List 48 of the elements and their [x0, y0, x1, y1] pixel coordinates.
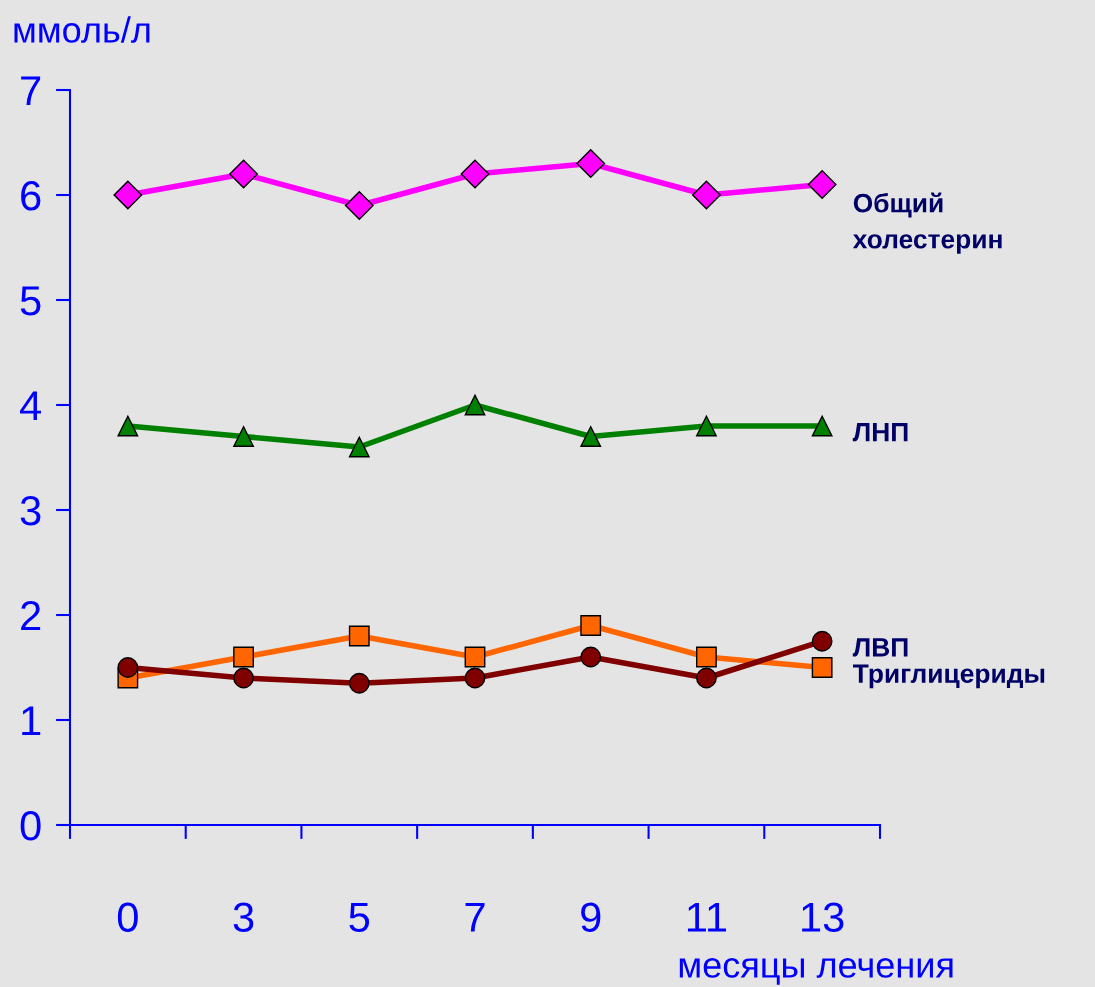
y-axis-title: ммоль/л — [14, 16, 150, 43]
y-tick-label: 2 — [21, 601, 41, 631]
point — [464, 646, 486, 668]
point — [807, 170, 837, 199]
x-tick-label: 3 — [233, 902, 254, 932]
series-label: Триглицериды — [853, 664, 1045, 689]
point — [691, 180, 721, 210]
point — [696, 415, 717, 437]
point — [460, 159, 490, 189]
point — [113, 180, 143, 210]
x-tick-label: 13 — [802, 902, 844, 932]
series-label: Общий холестерин — [852, 192, 1002, 254]
point — [696, 646, 717, 668]
point — [344, 191, 374, 220]
point — [348, 672, 370, 694]
point — [576, 149, 606, 178]
point — [696, 667, 717, 689]
y-tick-label: 0 — [20, 811, 41, 841]
series-label: ЛНП — [852, 423, 908, 442]
point — [464, 394, 486, 416]
x-axis-title: месяцы лечения — [679, 958, 953, 985]
point — [811, 657, 833, 678]
y-tick-label: 7 — [21, 76, 41, 106]
x-tick-label: 7 — [465, 902, 485, 932]
point — [233, 667, 254, 689]
x-tick-label: 9 — [581, 902, 601, 932]
y-tick-label: 5 — [20, 286, 41, 316]
series-label: ЛВП — [852, 638, 908, 657]
x-tick-label: 11 — [687, 902, 727, 932]
x-tick-label: 0 — [117, 902, 138, 932]
y-tick-label: 4 — [20, 391, 41, 421]
point — [580, 426, 602, 447]
y-tick-label: 1 — [22, 706, 41, 736]
point — [464, 667, 486, 689]
point — [811, 630, 833, 652]
point — [117, 415, 139, 437]
point — [580, 615, 602, 636]
point — [811, 415, 833, 437]
point — [229, 159, 259, 189]
point — [580, 646, 602, 668]
y-tick-label: 3 — [20, 496, 41, 526]
point — [348, 436, 370, 458]
point — [233, 646, 254, 668]
point — [117, 657, 139, 678]
point — [348, 625, 370, 647]
point — [233, 426, 254, 447]
y-tick-label: 6 — [21, 181, 41, 211]
x-tick-label: 5 — [349, 902, 370, 932]
